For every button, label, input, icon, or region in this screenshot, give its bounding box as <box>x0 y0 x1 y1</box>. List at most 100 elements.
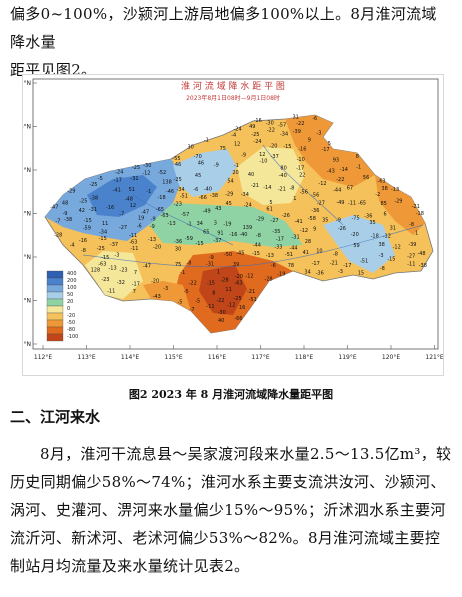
station-value: -15 <box>283 144 291 150</box>
station-value: -6 <box>271 263 276 269</box>
station-value: -25 <box>79 199 87 205</box>
station-value: -21 <box>247 289 255 295</box>
station-value: 5 <box>328 141 331 147</box>
station-value: -36 <box>316 270 324 276</box>
station-value: -12 <box>393 244 401 250</box>
station-value: 20 <box>232 170 238 176</box>
station-value: -18 <box>158 195 166 201</box>
station-value: 139 <box>243 225 253 231</box>
lat-label: 37°N <box>23 80 31 87</box>
station-value: -15 <box>207 280 215 286</box>
station-value: -57 <box>181 212 189 218</box>
station-value: -22 <box>216 298 224 304</box>
station-value: 31 <box>293 115 299 121</box>
legend-swatch <box>46 284 64 293</box>
station-value: -6 <box>193 187 198 193</box>
lon-label: 121°E <box>425 354 443 361</box>
station-value: -46 <box>166 189 174 195</box>
station-value: 10 <box>316 249 322 255</box>
precipitation-anomaly-map: 37°N36°N35°N34°N33°N32°N31°N 112°E113°E1… <box>16 74 444 376</box>
station-value: -56 <box>300 189 308 195</box>
station-value: -7 <box>190 307 195 313</box>
station-value: -17 <box>321 147 329 153</box>
station-value: 80 <box>280 166 286 172</box>
station-value: -65 <box>358 201 366 207</box>
station-value: -16 <box>79 238 87 244</box>
station-value: -1 <box>234 163 239 169</box>
lat-label: 35°N <box>23 167 31 174</box>
station-value: 138 <box>162 180 172 186</box>
station-value: 54 <box>227 179 233 185</box>
station-value: -15 <box>387 257 395 263</box>
station-value: -65 <box>156 207 164 213</box>
station-value: -1 <box>187 221 192 227</box>
station-value: -31 <box>89 207 97 213</box>
station-value: -19 <box>223 222 231 228</box>
station-value: -5 <box>195 298 200 304</box>
station-value: -3 <box>379 253 384 259</box>
station-value: 65 <box>203 230 209 236</box>
legend-label: 20 <box>67 299 73 305</box>
station-value: -43 <box>153 294 161 300</box>
station-value: -2 <box>375 192 380 198</box>
station-value: -27 <box>407 254 415 260</box>
station-value: -8 <box>409 222 414 228</box>
station-value: -8 <box>256 233 261 239</box>
station-value: -24 <box>253 139 261 145</box>
station-value: 75 <box>175 262 181 268</box>
station-value: 40 <box>218 318 224 324</box>
station-value: -50 <box>224 252 232 258</box>
station-value: -36 <box>364 213 372 219</box>
legend-swatch <box>46 270 64 279</box>
legend-label: 400 <box>67 271 77 277</box>
station-value: -12 <box>142 171 150 177</box>
station-value: -16 <box>254 118 262 124</box>
station-value: 11 <box>102 221 108 227</box>
station-value: -29 <box>256 216 264 222</box>
station-value: -51 <box>285 252 293 258</box>
station-value: -63 <box>98 261 106 267</box>
station-value: -25 <box>97 246 105 252</box>
station-value: 91 <box>217 230 223 236</box>
station-value: -7 <box>56 218 61 224</box>
station-value: -25 <box>234 296 242 302</box>
station-value: -57 <box>278 123 286 129</box>
station-value: -44 <box>253 242 261 248</box>
station-value: -20 <box>351 232 359 238</box>
legend-swatch <box>46 277 64 286</box>
station-value: 1 <box>217 270 220 276</box>
station-value: -9 <box>241 153 246 159</box>
station-value: -38 <box>90 196 98 202</box>
station-value: 7 <box>133 289 136 295</box>
station-value: 128 <box>91 267 101 273</box>
station-value: 59 <box>353 243 359 249</box>
station-value: 30 <box>175 247 181 253</box>
legend-swatch <box>46 305 64 314</box>
station-value: -11 <box>206 304 214 310</box>
station-value: -11 <box>129 233 137 239</box>
station-value: -31 <box>130 176 138 182</box>
station-value: -13 <box>391 187 399 193</box>
station-value: -59 <box>83 226 91 232</box>
station-value: 28 <box>305 239 311 245</box>
legend-label: 100 <box>67 285 77 291</box>
station-value: -63 <box>234 281 242 287</box>
station-value: 8 <box>356 154 359 160</box>
lon-label: 113°E <box>77 354 95 361</box>
station-value: -7 <box>119 212 124 218</box>
station-value: -20 <box>235 274 243 280</box>
intro-paragraph: 偏多0~100%，沙颍河上游局地偏多100%以上。8月淮河流域降水量 距平见图2… <box>10 0 452 84</box>
station-value: -48 <box>417 251 425 257</box>
station-value: 16 <box>239 305 245 311</box>
lat-label: 34°N <box>23 211 31 218</box>
station-value: 8 <box>212 291 215 297</box>
legend-label: -80 <box>67 327 75 333</box>
station-value: -12 <box>300 228 308 234</box>
station-value: -17 <box>276 237 284 243</box>
station-value: 12 <box>234 141 240 147</box>
station-value: -70 <box>194 154 202 160</box>
lat-label: 36°N <box>23 124 31 131</box>
station-value: -44 <box>333 187 341 193</box>
station-value: -51 <box>249 297 257 303</box>
station-value: -16 <box>229 232 237 238</box>
